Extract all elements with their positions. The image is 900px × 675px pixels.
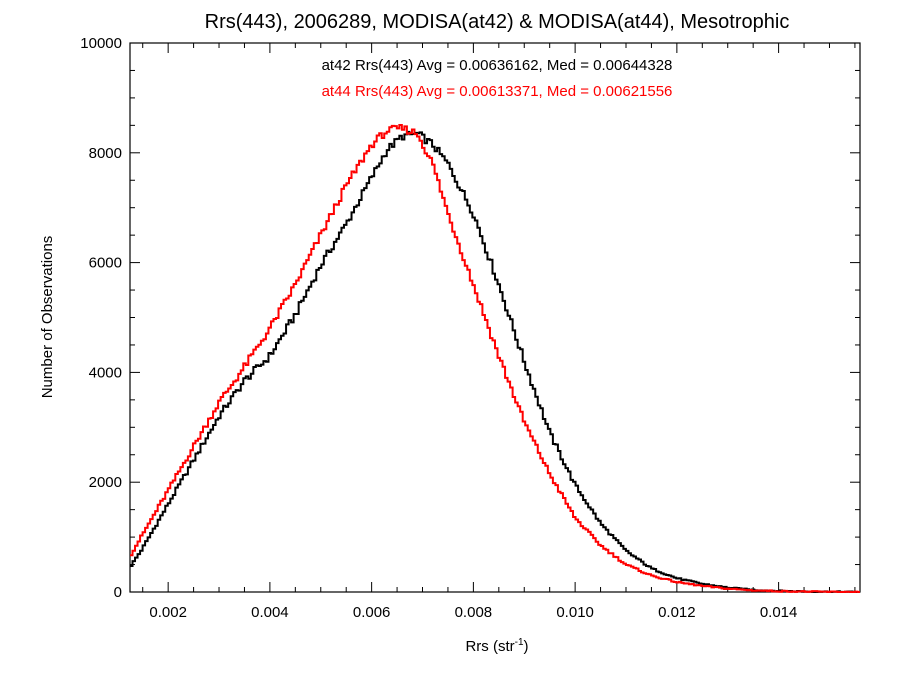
chart-title: Rrs(443), 2006289, MODISA(at42) & MODISA… bbox=[205, 11, 790, 33]
plot-frame bbox=[129, 42, 861, 593]
annotation-at44: at44 Rrs(443) Avg = 0.00613371, Med = 0.… bbox=[322, 83, 673, 100]
x-tick-label: 0.004 bbox=[251, 604, 289, 621]
x-tick-label: 0.010 bbox=[556, 604, 594, 621]
x-axis-label: Rrs (str-1) bbox=[465, 637, 528, 655]
series-line-1 bbox=[130, 123, 860, 593]
x-tick-label: 0.012 bbox=[658, 604, 696, 621]
annotation-at42: at42 Rrs(443) Avg = 0.00636162, Med = 0.… bbox=[322, 57, 673, 74]
series-line-0 bbox=[130, 130, 860, 593]
x-tick-label: 0.014 bbox=[760, 604, 798, 621]
x-tick-label: 0.008 bbox=[455, 604, 493, 621]
axis-ticks: 0.002 0.004 0.006 0.008 0.010 0.012 0.014 0 2000… bbox=[80, 35, 860, 621]
y-tick-label: 8000 bbox=[89, 145, 122, 162]
y-tick-label: 10000 bbox=[80, 35, 122, 52]
series-layer bbox=[130, 123, 860, 593]
y-axis-label: Number of Observations bbox=[39, 236, 56, 399]
y-tick-label: 6000 bbox=[89, 255, 122, 272]
y-tick-label: 0 bbox=[114, 584, 122, 601]
y-tick-label: 2000 bbox=[89, 474, 122, 491]
x-tick-label: 0.002 bbox=[149, 604, 187, 621]
x-tick-label: 0.006 bbox=[353, 604, 391, 621]
y-tick-label: 4000 bbox=[89, 364, 122, 381]
